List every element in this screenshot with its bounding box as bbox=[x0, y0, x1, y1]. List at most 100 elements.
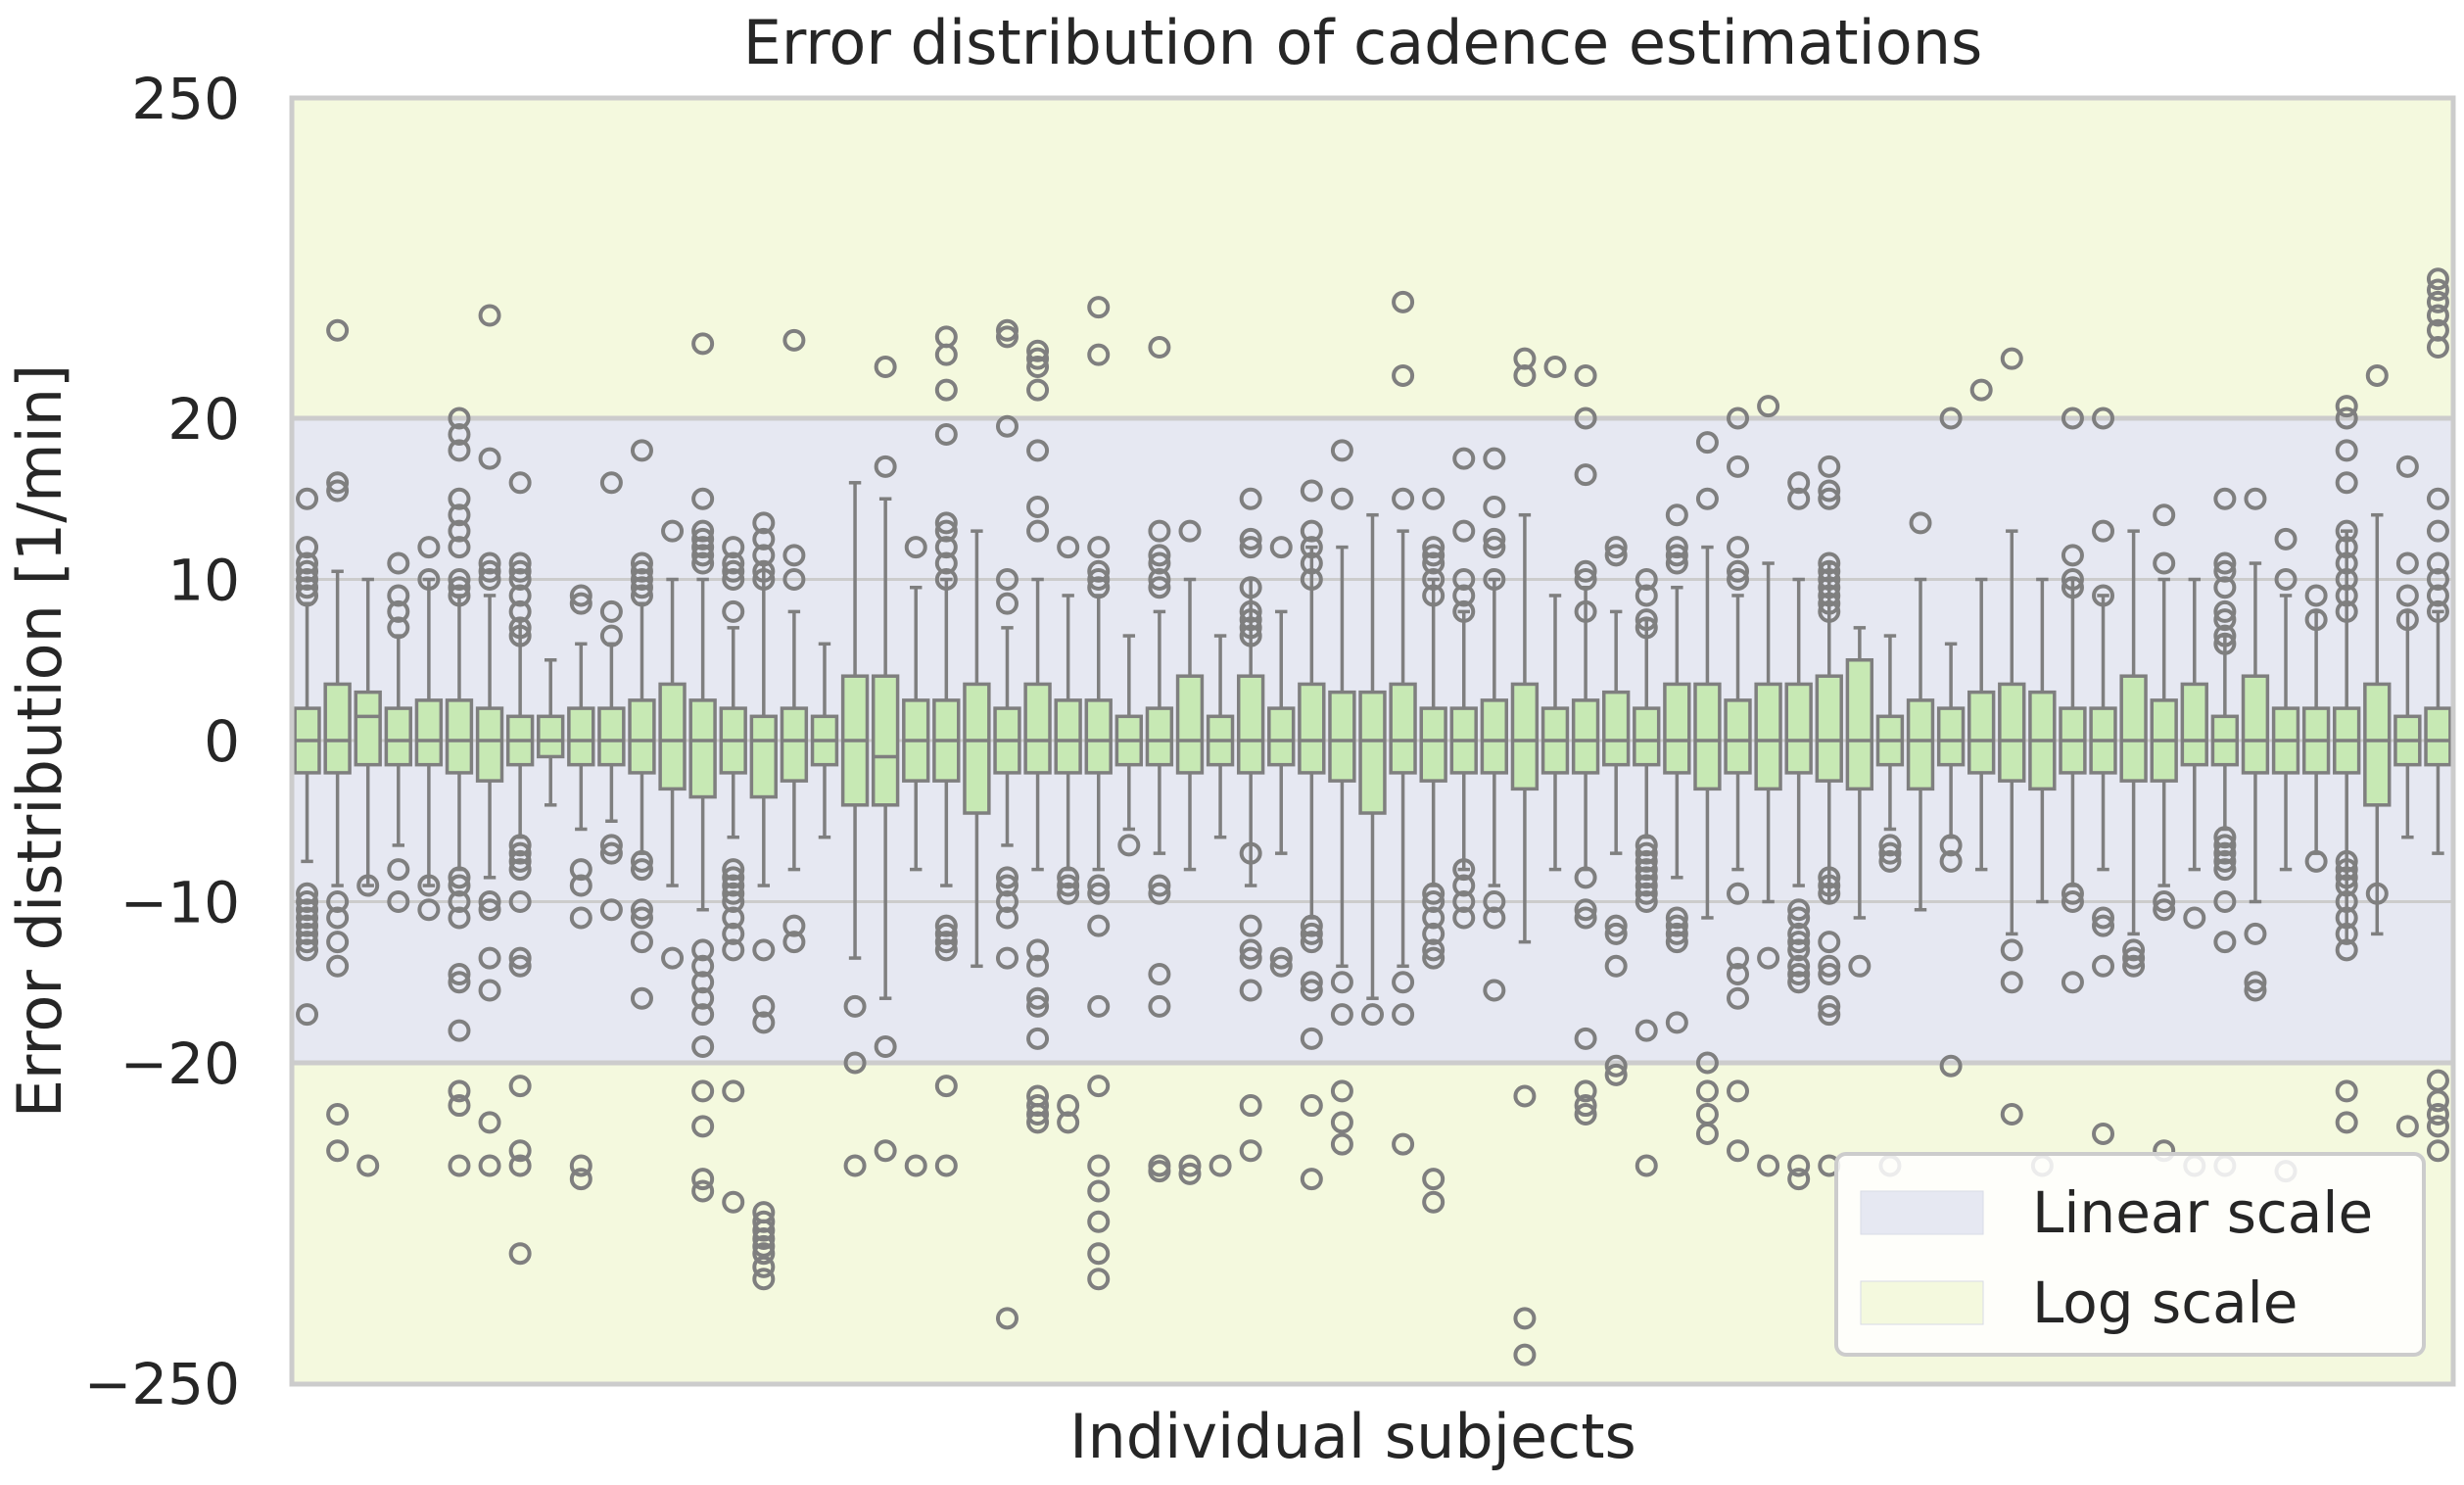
region-log-scale-1 bbox=[292, 98, 2453, 418]
outlier-point bbox=[2335, 866, 2358, 889]
outlier-point bbox=[2213, 599, 2237, 623]
outlier-point bbox=[1757, 946, 1780, 970]
box-subject-34 bbox=[1298, 479, 1326, 1191]
outlier-point bbox=[1727, 559, 1750, 583]
box-iqr bbox=[445, 698, 474, 775]
y-tick-label: −20 bbox=[120, 1030, 240, 1097]
outlier-point bbox=[934, 1075, 958, 1098]
outlier-point bbox=[296, 922, 319, 945]
box-iqr bbox=[1633, 706, 1661, 767]
outlier-point bbox=[1148, 519, 1171, 543]
outlier-point bbox=[448, 519, 471, 543]
outlier-point bbox=[1818, 994, 1841, 1018]
outlier-point bbox=[2213, 624, 2237, 647]
outlier-point bbox=[722, 1190, 745, 1214]
outlier-point bbox=[691, 544, 715, 567]
box-iqr bbox=[1084, 698, 1113, 775]
outlier-point bbox=[1635, 608, 1658, 632]
outlier-point bbox=[691, 986, 715, 1010]
legend-swatch-log-scale bbox=[1860, 1280, 1984, 1325]
outlier-point bbox=[1087, 1154, 1111, 1177]
box-subject-39 bbox=[1449, 447, 1478, 930]
box-iqr bbox=[1054, 698, 1082, 775]
outlier-point bbox=[1635, 584, 1658, 607]
outlier-point bbox=[2092, 1122, 2115, 1145]
outlier-point bbox=[1087, 343, 1111, 366]
outlier-point bbox=[1848, 954, 1872, 978]
outlier-point bbox=[1057, 536, 1080, 559]
outlier-point bbox=[1422, 568, 1445, 591]
outlier-point bbox=[995, 414, 1019, 438]
outlier-point bbox=[874, 1139, 897, 1163]
outlier-point bbox=[1422, 1190, 1445, 1214]
outlier-point bbox=[2426, 290, 2449, 313]
outlier-point bbox=[691, 938, 715, 962]
y-tick-label: −10 bbox=[120, 870, 240, 936]
outlier-point bbox=[2335, 858, 2358, 882]
box-iqr bbox=[1784, 682, 1813, 775]
outlier-point bbox=[1574, 1079, 1597, 1103]
outlier-point bbox=[1787, 954, 1811, 978]
outlier-point bbox=[782, 914, 806, 937]
outlier-point bbox=[1787, 938, 1811, 962]
outlier-point bbox=[1239, 536, 1262, 559]
outlier-point bbox=[2061, 568, 2084, 591]
box-subject-56 bbox=[1967, 378, 1996, 872]
outlier-point bbox=[1665, 551, 1688, 575]
outlier-point bbox=[1300, 1027, 1323, 1050]
outlier-point bbox=[1695, 431, 1719, 455]
outlier-point bbox=[1818, 551, 1841, 575]
outlier-point bbox=[569, 1154, 592, 1177]
outlier-point bbox=[934, 931, 958, 954]
outlier-point bbox=[1422, 584, 1445, 607]
outlier-point bbox=[752, 994, 776, 1018]
outlier-point bbox=[1239, 979, 1262, 1002]
outlier-point bbox=[1635, 874, 1658, 897]
outlier-point bbox=[2426, 519, 2449, 543]
outlier-point bbox=[1818, 592, 1841, 615]
outlier-point bbox=[1330, 1079, 1353, 1103]
outlier-point bbox=[1026, 347, 1050, 370]
outlier-point bbox=[2335, 395, 2358, 418]
outlier-point bbox=[1452, 858, 1476, 882]
outlier-point bbox=[1087, 1179, 1111, 1203]
outlier-point bbox=[296, 559, 319, 583]
outlier-point bbox=[478, 1111, 501, 1134]
outlier-point bbox=[387, 616, 410, 640]
outlier-point bbox=[1148, 994, 1171, 1018]
box-subject-57 bbox=[1998, 347, 2026, 1126]
outlier-point bbox=[2426, 278, 2449, 302]
outlier-point bbox=[326, 1139, 350, 1163]
outlier-point bbox=[1695, 1122, 1719, 1145]
outlier-point bbox=[1087, 568, 1111, 591]
outlier-point bbox=[1818, 874, 1841, 897]
outlier-point bbox=[1574, 906, 1597, 930]
outlier-point bbox=[2213, 559, 2237, 583]
outlier-point bbox=[296, 906, 319, 930]
outlier-point bbox=[599, 471, 623, 495]
outlier-point bbox=[995, 874, 1019, 897]
outlier-point bbox=[1026, 1102, 1050, 1126]
outlier-point bbox=[2335, 584, 2358, 607]
outlier-point bbox=[1635, 866, 1658, 889]
outlier-point bbox=[1392, 363, 1415, 387]
outlier-point bbox=[1239, 946, 1262, 970]
box-iqr bbox=[384, 706, 412, 767]
outlier-point bbox=[2426, 584, 2449, 607]
outlier-point bbox=[691, 332, 715, 356]
box-iqr bbox=[1358, 690, 1387, 815]
box-iqr bbox=[1267, 706, 1296, 767]
box-iqr bbox=[1754, 682, 1782, 791]
outlier-point bbox=[1452, 519, 1476, 543]
outlier-point bbox=[722, 599, 745, 623]
outlier-point bbox=[2274, 527, 2298, 551]
outlier-point bbox=[1818, 866, 1841, 889]
outlier-point bbox=[1574, 866, 1597, 889]
outlier-point bbox=[1818, 487, 1841, 510]
outlier-point bbox=[1452, 568, 1476, 591]
outlier-point bbox=[1422, 882, 1445, 905]
outlier-point bbox=[508, 471, 532, 495]
outlier-point bbox=[1026, 954, 1050, 978]
outlier-point bbox=[1239, 608, 1262, 632]
outlier-point bbox=[569, 858, 592, 882]
